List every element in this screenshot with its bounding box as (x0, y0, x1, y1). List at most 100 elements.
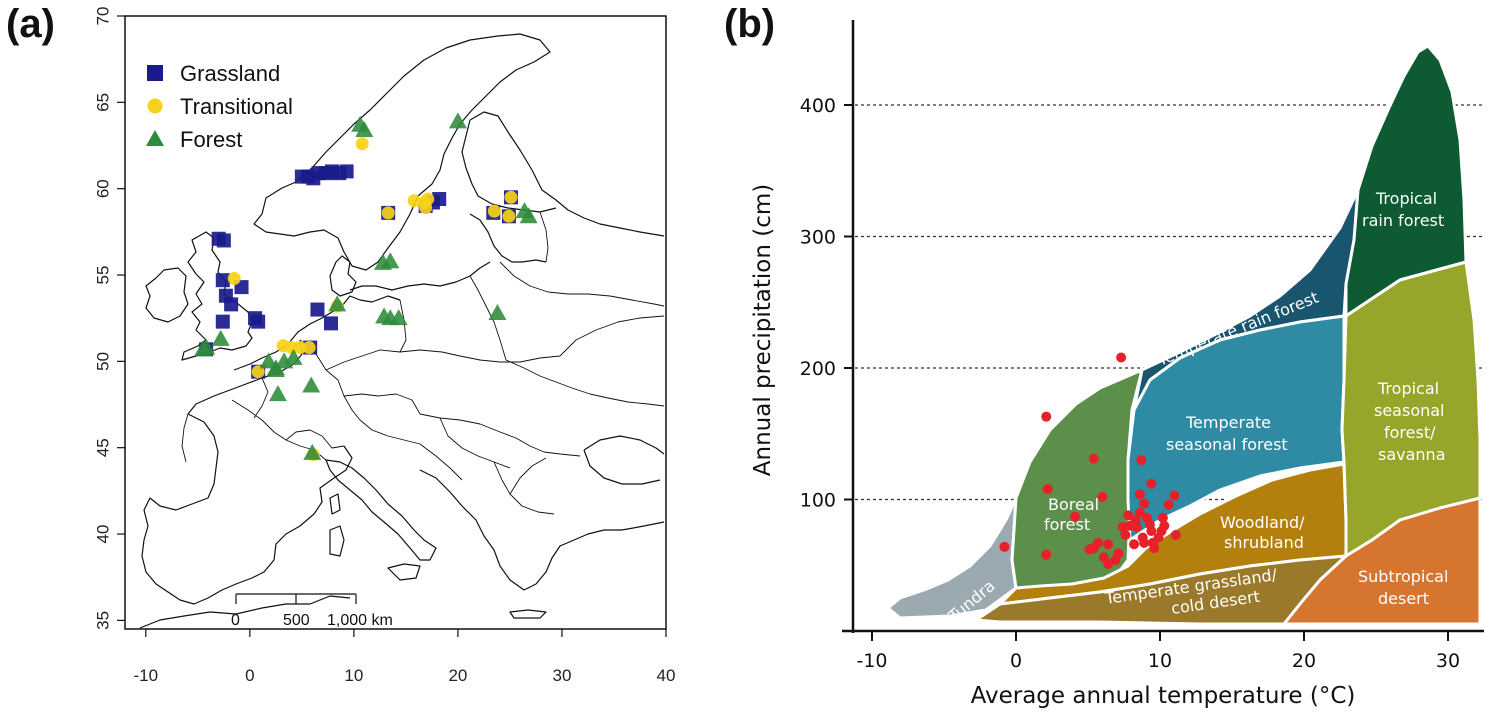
biome-y-tick-label: 400 (800, 95, 836, 117)
map-point-grassland (215, 273, 230, 288)
map-point-forest (303, 443, 322, 460)
biome-label-woodland-2: shrubland (1224, 533, 1304, 552)
biome-points (999, 352, 1181, 569)
biome-label-boreal-1: Boreal (1048, 495, 1099, 514)
map-point-transitional (227, 271, 241, 285)
biome-site-point (1146, 478, 1157, 489)
map-y-tick-label: 35 (94, 611, 113, 630)
coast-north-africa (139, 595, 351, 629)
panel-b-label: (b) (724, 2, 776, 46)
land-ireland (145, 267, 189, 323)
map-x-tick-label: 20 (448, 666, 467, 685)
map-point-transitional (381, 206, 395, 220)
biome-site-point (1116, 352, 1127, 363)
map-point-transitional (407, 194, 421, 208)
biome-site-point (1146, 526, 1157, 537)
biome-subtropical-desert (1282, 496, 1482, 626)
biome-site-point (1097, 491, 1108, 502)
biome-label-subtropical-1: Subtropical (1358, 567, 1448, 586)
legend-marker-forest (146, 130, 164, 146)
biome-tropical-rain-forest (1344, 44, 1468, 318)
biome-site-point (1170, 530, 1181, 541)
biome-site-point (1157, 512, 1168, 523)
scale-label-1000: 1,000 km (327, 612, 393, 629)
map-point-grassland (310, 302, 325, 317)
biome-site-point (999, 541, 1010, 552)
land-finland (469, 111, 665, 237)
biome-x-tick-label: 20 (1292, 650, 1316, 672)
map-frame (124, 15, 667, 630)
legend-marker-transitional (147, 98, 163, 114)
map-point-transitional (293, 341, 307, 355)
map-point-grassland (216, 233, 231, 248)
biome-x-tick-label: 30 (1436, 650, 1460, 672)
map-point-transitional (302, 341, 316, 355)
map-point-transitional (419, 201, 433, 215)
map-point-transitional (355, 137, 369, 151)
legend-label-transitional: Transitional (180, 94, 293, 119)
map-point-forest (515, 202, 534, 219)
biome-site-point (1163, 499, 1174, 510)
legend-marker-grassland (147, 65, 163, 81)
biome-label-tropical-rain-1: Tropical (1375, 189, 1437, 208)
country-borders (181, 211, 665, 515)
biome-label-subtropical-2: desert (1378, 589, 1429, 608)
biome-label-woodland-1: Woodland/ (1220, 513, 1305, 532)
map-y-tick-label: 40 (94, 525, 113, 544)
biome-y-tick-label: 200 (800, 358, 836, 380)
map-point-grassland (339, 164, 354, 179)
map-y-tick-label: 60 (94, 179, 113, 198)
map-basemap (139, 33, 665, 629)
biome-site-point (1070, 511, 1081, 522)
map-point-forest (488, 304, 507, 321)
map-point-forest (355, 120, 374, 137)
biome-site-point (1134, 489, 1145, 500)
biome-y-axis-label: Annual precipitation (cm) (750, 184, 776, 476)
biome-site-point (1123, 510, 1134, 521)
biome-site-point (1093, 537, 1104, 548)
map-point-forest (197, 338, 216, 355)
biome-site-point (1136, 455, 1147, 466)
biome-x-tick-label: 10 (1148, 650, 1172, 672)
biome-site-point (1134, 507, 1145, 518)
biome-site-point (1042, 483, 1053, 494)
land-corsica (329, 493, 341, 515)
map-x-tick-label: 30 (553, 666, 572, 685)
biome-label-tropical-seasonal-1: Tropical (1377, 379, 1439, 398)
map-y-tick-label: 65 (94, 93, 113, 112)
map-point-forest (266, 360, 285, 377)
map-point-forest (268, 385, 287, 402)
map-y-tick-label: 50 (94, 352, 113, 371)
land-italy (325, 459, 437, 561)
map-axes: -10 0 10 20 30 40 35 40 45 50 55 60 65 70 (94, 7, 676, 685)
land-crete (509, 609, 547, 619)
map-point-forest (448, 112, 467, 129)
biome-label-tropical-seasonal-3: forest/ (1384, 423, 1436, 442)
biome-label-temperate-seasonal-1: Temperate (1185, 413, 1271, 432)
biome-site-point (1103, 539, 1114, 550)
coast-black-sea (583, 435, 665, 485)
biome-y-tick-label: 300 (800, 227, 836, 249)
map-y-tick-label: 55 (94, 266, 113, 285)
map-point-transitional (487, 204, 501, 218)
biome-label-tropical-seasonal-4: savanna (1378, 445, 1446, 464)
biome-regions (886, 44, 1482, 626)
land-baltic (469, 213, 547, 263)
map-point-forest (211, 329, 230, 346)
map-point-grassland (432, 192, 447, 207)
biome-site-point (1139, 498, 1150, 509)
biome-temperate-grassland (974, 554, 1348, 626)
map-y-tick-label: 45 (94, 438, 113, 457)
map-x-tick-label: 10 (344, 666, 363, 685)
map-point-transitional (251, 365, 265, 379)
land-balkans (419, 469, 665, 591)
map-y-tick-label: 70 (94, 7, 113, 26)
map-x-tick-label: -10 (134, 666, 159, 685)
map-point-forest (381, 252, 400, 269)
biome-y-tick-label: 100 (800, 490, 836, 512)
map-point-grassland (215, 314, 230, 329)
biome-site-point (1129, 539, 1140, 550)
coast-baltic-south (349, 261, 491, 291)
biome-site-point (1113, 548, 1124, 559)
